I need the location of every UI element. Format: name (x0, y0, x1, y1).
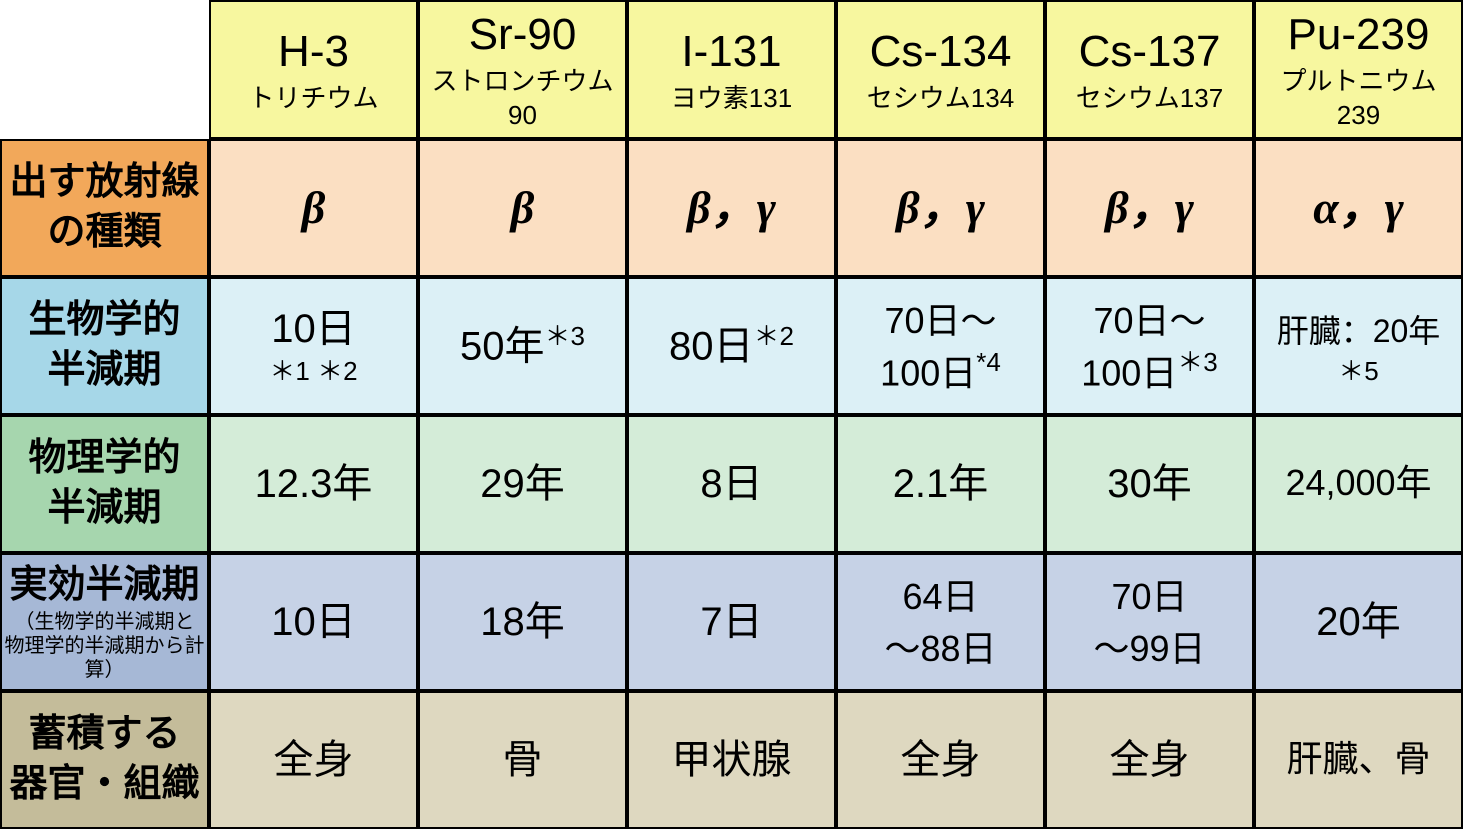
cell-eff-pu239: 20年 (1254, 553, 1463, 691)
row-header-phys-half: 物理学的半減期 (0, 415, 209, 553)
cell-radiation-h3: β (209, 139, 418, 277)
row-accum: 蓄積する器官・組織 全身 骨 甲状腺 全身 全身 肝臓、骨 (0, 691, 1463, 829)
cell-main: 80日 (669, 324, 754, 368)
row-header-main: 実効半減期 (9, 564, 199, 606)
cell-main: 50年 (460, 324, 545, 368)
column-header-row: H-3 トリチウム Sr-90 ストロンチウム90 I-131 ヨウ素131 C… (0, 0, 1463, 139)
col-symbol: Sr-90 (422, 6, 623, 63)
cell-bio-cs137: 70日～100日＊3 (1045, 277, 1254, 415)
row-radiation: 出す放射線の種類 β β β，γ β，γ β，γ α，γ (0, 139, 1463, 277)
cell-phys-cs134: 2.1年 (836, 415, 1045, 553)
cell-eff-cs137: 70日～99日 (1045, 553, 1254, 691)
col-symbol: Pu-239 (1258, 6, 1459, 63)
cell-radiation-i131: β，γ (627, 139, 836, 277)
col-header-i131: I-131 ヨウ素131 (627, 0, 836, 139)
row-header-radiation: 出す放射線の種類 (0, 139, 209, 277)
row-bio-half: 生物学的半減期 10日 ＊1 ＊2 50年＊3 80日＊2 70日～100日*4… (0, 277, 1463, 415)
row-header-eff-half: 実効半減期 （生物学的半減期と物理学的半減期から計算） (0, 553, 209, 691)
cell-eff-cs134: 64日～88日 (836, 553, 1045, 691)
cell-phys-h3: 12.3年 (209, 415, 418, 553)
cell-phys-cs137: 30年 (1045, 415, 1254, 553)
col-symbol: Cs-134 (840, 23, 1041, 80)
cell-sup: ＊3 (545, 321, 585, 351)
col-sub: プルトニウム239 (1258, 65, 1459, 133)
col-sub: セシウム137 (1049, 82, 1250, 116)
cell-phys-pu239: 24,000年 (1254, 415, 1463, 553)
cell-bio-sr90: 50年＊3 (418, 277, 627, 415)
cell-bio-h3: 10日 ＊1 ＊2 (209, 277, 418, 415)
cell-radiation-sr90: β (418, 139, 627, 277)
col-symbol: H-3 (213, 23, 414, 80)
cell-main: 10日 (271, 307, 356, 351)
col-header-sr90: Sr-90 ストロンチウム90 (418, 0, 627, 139)
cell-note: ＊5 (1258, 355, 1459, 389)
cell-bio-i131: 80日＊2 (627, 277, 836, 415)
row-eff-half: 実効半減期 （生物学的半減期と物理学的半減期から計算） 10日 18年 7日 6… (0, 553, 1463, 691)
cell-main: 肝臓：20年 (1277, 313, 1441, 349)
cell-bio-cs134: 70日～100日*4 (836, 277, 1045, 415)
cell-sup: ＊3 (1177, 347, 1217, 377)
cell-eff-sr90: 18年 (418, 553, 627, 691)
cell-main: 70日～99日 (1093, 576, 1205, 669)
cell-accum-cs134: 全身 (836, 691, 1045, 829)
radionuclide-table: H-3 トリチウム Sr-90 ストロンチウム90 I-131 ヨウ素131 C… (0, 0, 1463, 829)
col-header-cs137: Cs-137 セシウム137 (1045, 0, 1254, 139)
row-header-accum: 蓄積する器官・組織 (0, 691, 209, 829)
corner-cell (0, 0, 209, 139)
col-header-cs134: Cs-134 セシウム134 (836, 0, 1045, 139)
cell-eff-h3: 10日 (209, 553, 418, 691)
cell-radiation-cs134: β，γ (836, 139, 1045, 277)
cell-accum-cs137: 全身 (1045, 691, 1254, 829)
cell-main: 64日～88日 (884, 576, 996, 669)
col-sub: ヨウ素131 (631, 82, 832, 116)
row-header-small: （生物学的半減期と物理学的半減期から計算） (4, 610, 205, 682)
cell-radiation-pu239: α，γ (1254, 139, 1463, 277)
cell-eff-i131: 7日 (627, 553, 836, 691)
col-header-h3: H-3 トリチウム (209, 0, 418, 139)
col-header-pu239: Pu-239 プルトニウム239 (1254, 0, 1463, 139)
cell-sup: *4 (976, 347, 1001, 377)
cell-bio-pu239: 肝臓：20年 ＊5 (1254, 277, 1463, 415)
row-header-bio-half: 生物学的半減期 (0, 277, 209, 415)
col-sub: セシウム134 (840, 82, 1041, 116)
cell-accum-pu239: 肝臓、骨 (1254, 691, 1463, 829)
col-sub: トリチウム (213, 82, 414, 116)
cell-accum-sr90: 骨 (418, 691, 627, 829)
cell-sup: ＊2 (754, 321, 794, 351)
cell-phys-i131: 8日 (627, 415, 836, 553)
cell-note: ＊1 ＊2 (213, 355, 414, 389)
col-sub: ストロンチウム90 (422, 65, 623, 133)
cell-accum-i131: 甲状腺 (627, 691, 836, 829)
cell-phys-sr90: 29年 (418, 415, 627, 553)
cell-radiation-cs137: β，γ (1045, 139, 1254, 277)
cell-accum-h3: 全身 (209, 691, 418, 829)
row-phys-half: 物理学的半減期 12.3年 29年 8日 2.1年 30年 24,000年 (0, 415, 1463, 553)
col-symbol: Cs-137 (1049, 23, 1250, 80)
col-symbol: I-131 (631, 23, 832, 80)
